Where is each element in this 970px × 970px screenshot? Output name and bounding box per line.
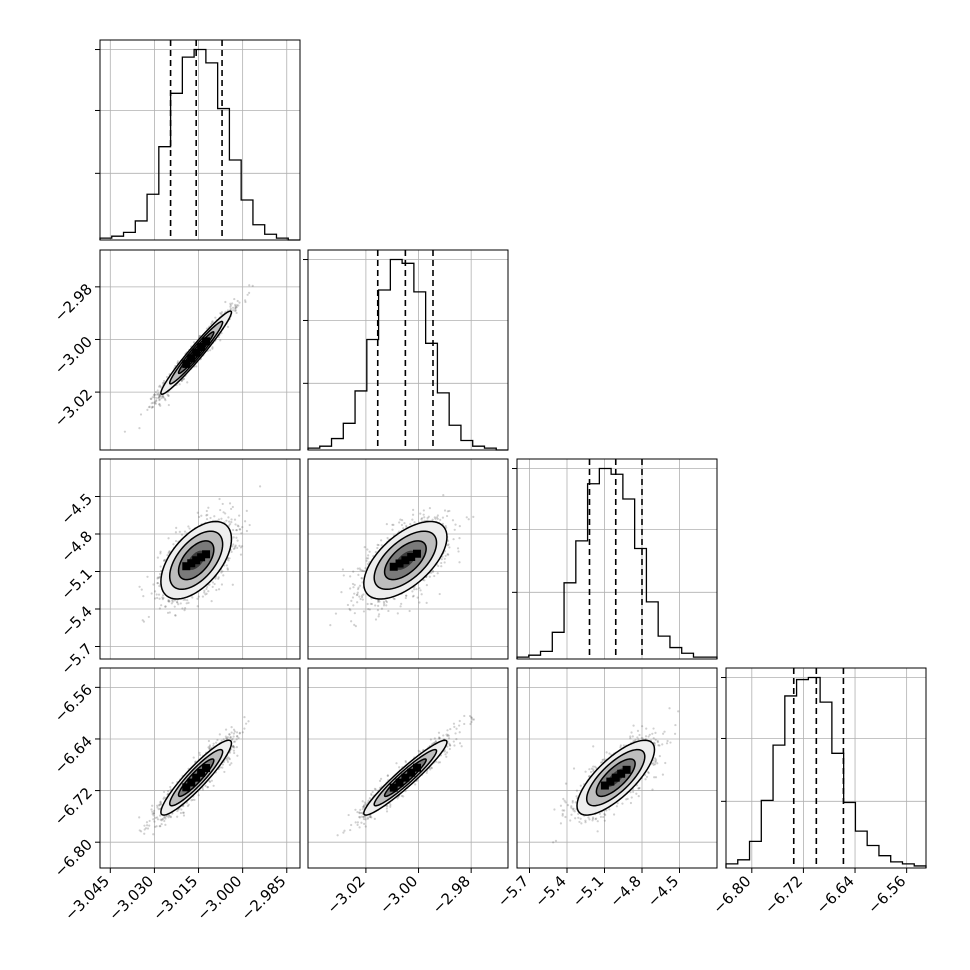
x-tick-label: −2.98 xyxy=(429,872,474,917)
y-tick-label: −6.64 xyxy=(51,732,96,777)
density-content xyxy=(100,668,300,868)
y-tick-label: −3.02 xyxy=(51,385,96,430)
density-panel-1-2 xyxy=(99,249,301,451)
y-tick-label: −6.56 xyxy=(51,681,96,726)
density-frame xyxy=(516,667,718,869)
x-tick-label: −6.56 xyxy=(864,872,909,917)
density-panel-2-4 xyxy=(307,667,509,869)
x-tick-label: −6.72 xyxy=(761,872,806,917)
density-content xyxy=(100,459,300,659)
density-panel-2-3 xyxy=(307,458,509,660)
x-tick-label: −3.015 xyxy=(149,872,201,924)
density-content xyxy=(308,459,508,659)
y-tick-label: −4.8 xyxy=(58,527,96,565)
density-frame xyxy=(99,458,301,660)
y-tick-label: −2.98 xyxy=(51,280,96,325)
x-tick-label: −4.8 xyxy=(606,872,644,910)
x-tick-label: −5.4 xyxy=(531,872,569,910)
density-core xyxy=(182,550,211,571)
x-tick-label: −3.00 xyxy=(376,872,421,917)
histogram-steps xyxy=(99,48,300,241)
density-core xyxy=(182,764,211,792)
histogram-steps xyxy=(307,258,508,451)
y-tick-label: −4.5 xyxy=(58,490,96,528)
density-frame xyxy=(307,458,509,660)
density-content xyxy=(517,668,717,868)
y-tick-label: −6.72 xyxy=(51,784,96,829)
histogram-steps xyxy=(725,676,927,868)
density-content xyxy=(308,668,508,868)
density-panel-1-4 xyxy=(99,667,301,869)
histogram-panel-3 xyxy=(512,458,718,660)
density-content xyxy=(100,250,300,450)
x-tick-label: −3.000 xyxy=(193,872,245,924)
y-tick-label: −5.7 xyxy=(58,640,96,678)
x-tick-label: −3.030 xyxy=(105,872,157,924)
density-core xyxy=(389,549,422,571)
histogram-panel-1 xyxy=(95,39,301,241)
histogram-frame xyxy=(516,458,718,660)
density-core xyxy=(182,337,211,368)
density-panel-3-4 xyxy=(516,667,718,869)
density-frame xyxy=(99,249,301,451)
density-core xyxy=(600,765,631,790)
histogram-frame xyxy=(99,39,301,241)
x-tick-label: −3.02 xyxy=(323,872,368,917)
histogram-frame xyxy=(307,249,509,451)
histogram-frame xyxy=(725,667,927,869)
x-tick-label: −6.64 xyxy=(813,872,858,917)
density-core xyxy=(389,763,422,792)
x-tick-label: −2.985 xyxy=(238,872,290,924)
histogram-panel-2 xyxy=(303,249,509,451)
histogram-steps xyxy=(516,467,718,659)
y-tick-label: −5.1 xyxy=(58,565,96,603)
x-tick-label: −5.7 xyxy=(494,872,532,910)
density-panel-1-3 xyxy=(99,458,301,660)
y-tick-label: −3.00 xyxy=(51,333,96,378)
x-tick-label: −3.045 xyxy=(61,872,113,924)
x-tick-label: −4.5 xyxy=(644,872,682,910)
x-tick-label: −6.80 xyxy=(709,872,754,917)
histogram-panel-4 xyxy=(721,667,927,869)
x-tick-label: −5.1 xyxy=(569,872,607,910)
y-tick-label: −6.80 xyxy=(51,835,96,880)
density-frame xyxy=(99,667,301,869)
y-tick-label: −5.4 xyxy=(58,602,96,640)
density-frame xyxy=(307,667,509,869)
